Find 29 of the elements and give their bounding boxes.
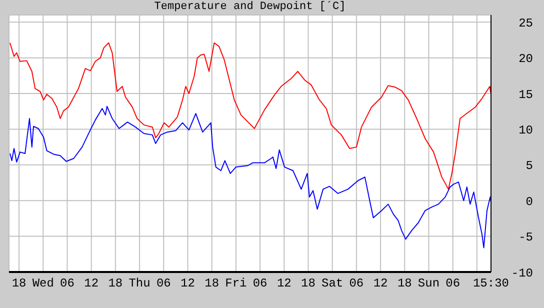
y-tick-label: 15	[518, 88, 533, 102]
y-tick-label: -5	[518, 230, 533, 245]
x-tick-label: 12	[84, 276, 99, 291]
y-tick-label: 10	[518, 123, 533, 138]
x-tick-label: 18	[397, 276, 412, 291]
x-tick-label: 18	[12, 276, 26, 291]
x-tick-label: Fri	[225, 276, 247, 291]
x-tick-label: 06	[252, 276, 268, 291]
x-tick-label: Wed	[32, 276, 54, 291]
x-tick-label: Sun	[418, 276, 440, 291]
chart-title: Temperature and Dewpoint [´C]	[153, 0, 347, 14]
x-tick-label: 12	[373, 276, 388, 291]
y-tick-label: 0	[526, 194, 533, 209]
x-tick-label: Sat	[322, 276, 344, 291]
y-tick-label: -10	[511, 266, 533, 280]
y-tick-label: 25	[518, 16, 533, 30]
x-tick-label: 06	[349, 276, 364, 291]
y-tick-label: 5	[526, 159, 533, 174]
x-tick-label: 18	[301, 276, 316, 291]
x-tick-label: 06	[60, 276, 74, 291]
x-tick-label: 18	[108, 276, 123, 291]
x-tick-label: 15:30	[472, 276, 510, 291]
x-tick-label: 18	[204, 276, 220, 291]
x-tick-label: 06	[156, 276, 171, 291]
x-tick-label: 06	[446, 276, 460, 291]
x-tick-label: 12	[180, 276, 195, 291]
x-tick-label: Thu	[128, 276, 150, 291]
x-tick-label: 12	[276, 276, 292, 291]
y-tick-label: 20	[518, 52, 533, 66]
